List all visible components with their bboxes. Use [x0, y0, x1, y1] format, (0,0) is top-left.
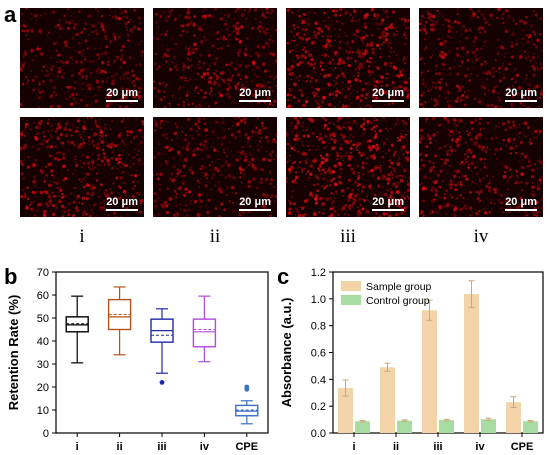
panel-c-letter: c — [277, 264, 289, 289]
x-tick-label: iii — [433, 441, 442, 453]
bar — [397, 420, 412, 433]
scale-bar-line — [239, 100, 271, 102]
outlier-point — [244, 384, 250, 390]
y-tick-label: 0.0 — [311, 428, 326, 440]
box-ii — [107, 286, 132, 356]
box-CPE — [235, 384, 259, 425]
bar — [523, 421, 538, 433]
bar — [439, 420, 454, 433]
box-body — [192, 318, 217, 348]
scale-bar-line — [505, 100, 537, 102]
scale-bar-line — [372, 209, 404, 211]
series-1 — [355, 417, 538, 433]
bar — [355, 421, 370, 433]
y-tick-label: 0.2 — [311, 401, 326, 413]
box-iii — [150, 308, 174, 385]
y-tick-label: 50 — [37, 313, 49, 325]
scale-bar: 20 μm — [239, 196, 271, 211]
x-tick-label: i — [76, 441, 79, 453]
scale-bar-line — [106, 100, 138, 102]
bar — [422, 310, 437, 433]
scale-bar-label: 20 μm — [106, 196, 138, 208]
column-label: iv — [473, 226, 489, 247]
y-axis-label: Retention Rate (%) — [6, 295, 21, 411]
bar — [380, 367, 395, 433]
column-label: ii — [209, 226, 221, 247]
outlier-point — [159, 380, 165, 385]
x-tick-label: i — [352, 441, 355, 453]
scale-bar: 20 μm — [106, 196, 138, 211]
y-tick-label: 20 — [37, 382, 49, 394]
x-tick-label: iv — [200, 441, 210, 453]
microscopy-image: 20 μm — [153, 8, 277, 108]
y-tick-label: 30 — [37, 359, 49, 371]
bar — [464, 294, 479, 433]
panel-b-letter: b — [4, 264, 17, 289]
x-tick-label: ii — [393, 441, 399, 453]
legend-swatch — [341, 295, 361, 305]
series-0 — [338, 280, 521, 433]
legend-swatch — [341, 281, 361, 291]
y-tick-label: 1.0 — [311, 294, 326, 306]
legend-label: Sample group — [366, 281, 432, 293]
absorbance-bar-chart: c 0.0 0.2 0.4 0.6 0.8 1.0 1.2 Absorbance (a.u.) i… — [277, 264, 544, 453]
x-tick-label: iv — [475, 441, 485, 453]
y-tick-label: 70 — [37, 267, 49, 279]
column-label: i — [79, 226, 85, 247]
y-tick-label: 0 — [43, 428, 49, 440]
microscopy-image: 20 μm — [286, 8, 410, 108]
scale-bar-label: 20 μm — [372, 87, 404, 99]
scale-bar-line — [505, 209, 537, 211]
microscopy-image: 20 μm — [153, 117, 277, 217]
scale-bar-label: 20 μm — [372, 196, 404, 208]
bar — [338, 388, 353, 433]
y-tick-label: 0.4 — [311, 374, 326, 386]
microscopy-image: 20 μm — [20, 8, 144, 108]
scale-bar-label: 20 μm — [239, 196, 271, 208]
y-tick-label: 60 — [37, 290, 49, 302]
scale-bar-line — [372, 100, 404, 102]
scale-bar: 20 μm — [239, 87, 271, 102]
y-axis-label: Absorbance (a.u.) — [279, 298, 294, 408]
scale-bar-label: 20 μm — [106, 87, 138, 99]
box-iv — [192, 295, 217, 363]
legend-label: Control group — [366, 295, 430, 307]
scale-bar: 20 μm — [505, 87, 537, 102]
scale-bar: 20 μm — [372, 196, 404, 211]
y-tick-label: 10 — [37, 405, 49, 417]
scale-bar: 20 μm — [106, 87, 138, 102]
scale-bar-label: 20 μm — [505, 196, 537, 208]
microscopy-image: 20 μm — [419, 117, 543, 217]
bar — [506, 402, 521, 433]
box-i — [65, 295, 89, 364]
x-tick-label: CPE — [235, 441, 258, 453]
x-tick-label: ii — [117, 441, 123, 453]
x-tick-label: iii — [157, 441, 166, 453]
y-tick-label: 40 — [37, 336, 49, 348]
column-label: iii — [340, 226, 356, 247]
panel-a-letter: a — [4, 2, 17, 27]
scale-bar-label: 20 μm — [239, 87, 271, 99]
microscopy-image: 20 μm — [286, 117, 410, 217]
microscopy-image: 20 μm — [419, 8, 543, 108]
x-tick-label: CPE — [511, 441, 534, 453]
bar — [481, 419, 496, 433]
legend: Sample group Control group — [341, 281, 432, 307]
scale-bar-label: 20 μm — [505, 87, 537, 99]
scale-bar: 20 μm — [372, 87, 404, 102]
scale-bar-line — [239, 209, 271, 211]
scale-bar: 20 μm — [505, 196, 537, 211]
y-tick-label: 0.8 — [311, 321, 326, 333]
scale-bar-line — [106, 209, 138, 211]
microscopy-image: 20 μm — [20, 117, 144, 217]
y-tick-label: 0.6 — [311, 348, 326, 360]
y-tick-label: 1.2 — [311, 267, 326, 279]
